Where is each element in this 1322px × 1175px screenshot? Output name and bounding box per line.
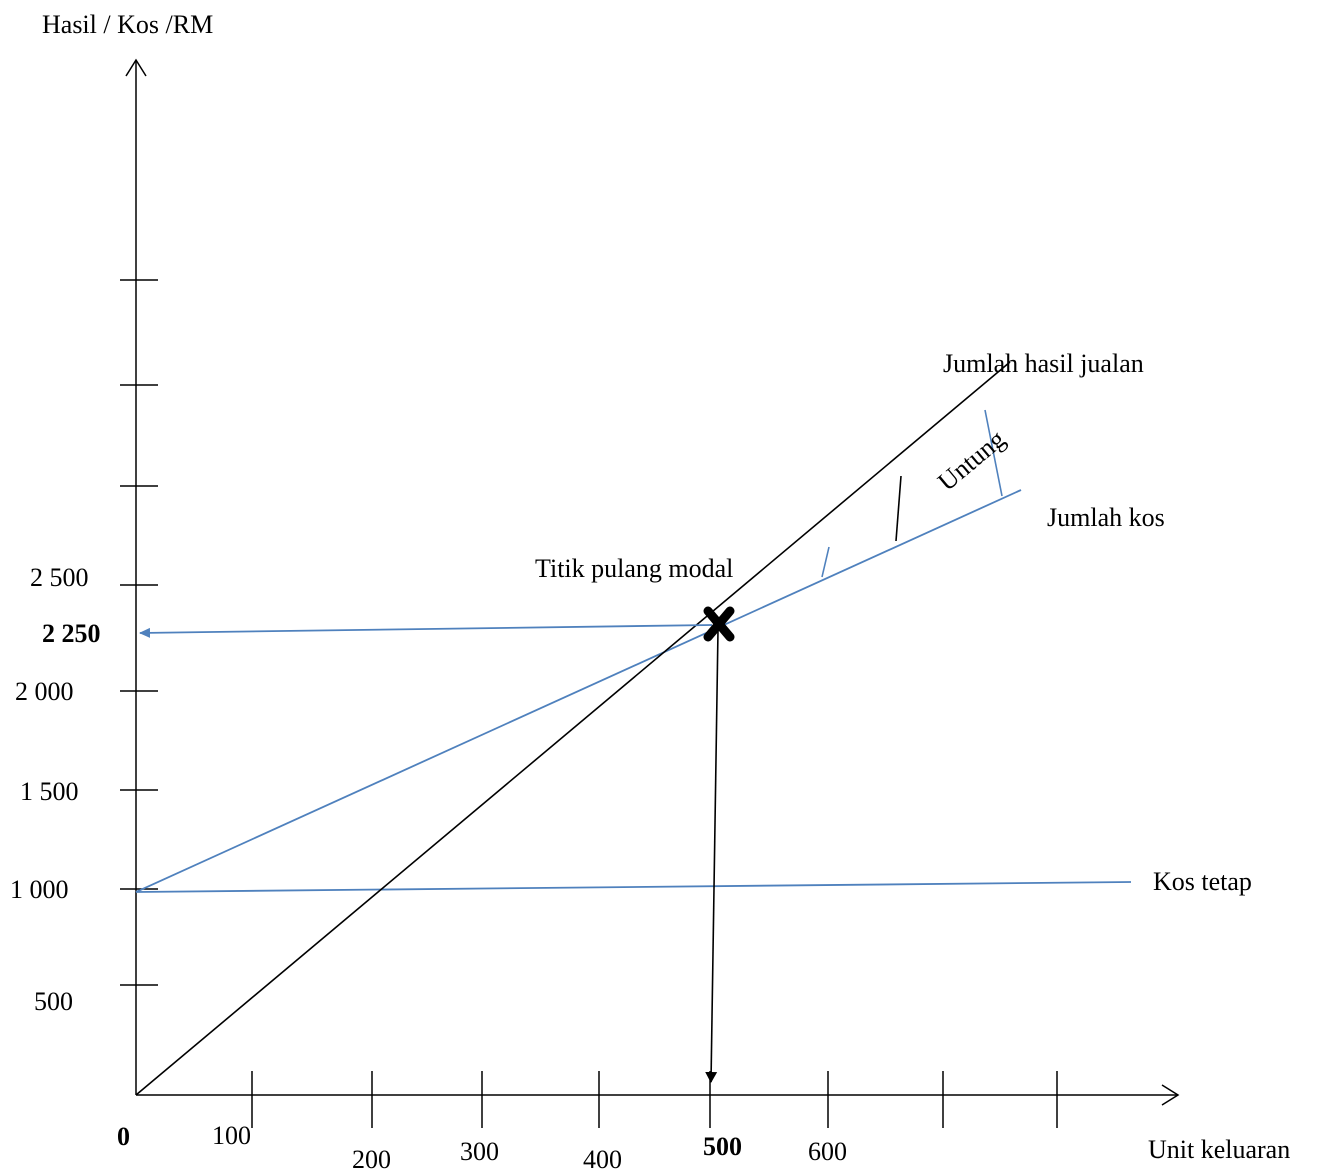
y-axis-label: Hasil / Kos /RM [42,10,213,39]
break-even-value-label: 2 250 [42,619,101,648]
x-tick-marks [251,1071,1058,1128]
x-tick-label: 600 [808,1137,847,1166]
series-jumlah-kos [135,489,1022,893]
x-axis-label: Unit keluaran [1148,1135,1290,1164]
series-label-jumlah-hasil-jualan: Jumlah hasil jualan [943,349,1144,378]
x-tick-label: 400 [583,1145,622,1174]
break-even-vertical-arrow [705,629,719,1083]
series-label-kos-tetap: Kos tetap [1153,867,1252,896]
profit-label: Untung [932,424,1010,496]
series-kos-tetap [135,881,1132,893]
break-even-point-marker [703,606,735,642]
break-even-unit-label: 500 [703,1132,742,1161]
series-jumlah-hasil-jualan [135,361,1011,1096]
profit-gap-mark [895,475,902,542]
y-tick-label: 1 500 [20,777,79,806]
series-label-jumlah-kos: Jumlah kos [1047,503,1165,532]
y-axis-arrowhead [125,58,147,77]
profit-gap-mark [984,409,1003,497]
x-tick-label: 200 [352,1145,391,1174]
x-origin-label: 0 [117,1122,130,1151]
y-tick-marks [120,279,158,986]
profit-gap-mark [821,546,830,578]
break-even-horizontal-arrow [139,624,713,638]
x-axis-arrowhead [1161,1084,1180,1106]
y-tick-label: 2 500 [30,563,89,592]
x-tick-label: 300 [460,1137,499,1166]
y-tick-label: 500 [34,987,73,1016]
x-tick-label: 100 [212,1121,251,1150]
y-tick-label: 1 000 [10,875,69,904]
break-even-label: Titik pulang modal [535,554,733,583]
y-tick-label: 2 000 [15,677,74,706]
